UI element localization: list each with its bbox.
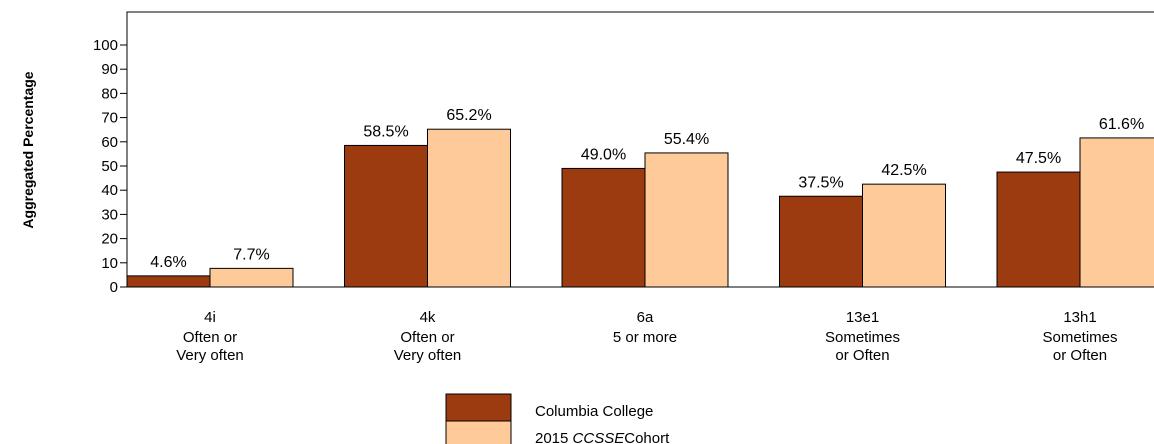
y-tick-label: 10 <box>101 255 118 272</box>
x-tick-label-4k: 4k <box>420 309 436 326</box>
legend-swatch-columbia-college <box>445 393 512 422</box>
y-tick-label: 0 <box>110 279 118 296</box>
x-tick-sublabel: Often or <box>400 329 454 346</box>
data-label: 58.5% <box>363 123 408 140</box>
y-tick-label: 100 <box>93 37 118 54</box>
y-tick-label: 30 <box>101 206 118 223</box>
bar-6a-series-1 <box>644 152 729 288</box>
x-tick-sublabel: 5 or more <box>613 329 677 346</box>
y-axis: 0 10 20 30 40 50 60 70 80 90 100 <box>93 37 127 296</box>
legend-swatch-ccsse-cohort <box>445 420 512 444</box>
legend-label-columbia-college: Columbia College <box>535 403 653 420</box>
x-tick-sublabel: or Often <box>1053 347 1107 364</box>
y-tick-label: 90 <box>101 61 118 78</box>
bar-4i-series-0 <box>126 275 211 288</box>
data-label: 49.0% <box>581 146 626 163</box>
data-label: 61.6% <box>1099 116 1144 133</box>
y-tick-label: 50 <box>101 158 118 175</box>
y-tick-label: 70 <box>101 110 118 127</box>
x-tick-sublabel: Very often <box>394 347 462 364</box>
x-tick-label-6a: 6a <box>637 309 654 326</box>
bar-4k-series-0 <box>344 144 428 288</box>
bar-13h1-series-1 <box>1079 137 1154 288</box>
value-labels: 4.6% 7.7% 58.5% 65.2% 49.0% 55.4% 37.5% 42.5% 47… <box>150 107 1144 271</box>
bar-4i-series-1 <box>209 267 294 288</box>
legend-label-ccsse-cohort: 2015 CCSSECohort <box>535 430 670 444</box>
y-tick-label: 40 <box>101 182 118 199</box>
x-tick-label-13h1: 13h1 <box>1063 309 1096 326</box>
data-label: 37.5% <box>798 174 843 191</box>
y-tick-label: 20 <box>101 231 118 248</box>
data-label: 65.2% <box>446 107 491 124</box>
x-tick-sublabel: or Often <box>835 347 889 364</box>
data-label: 7.7% <box>233 246 269 263</box>
x-tick-sublabel: Sometimes <box>825 329 900 346</box>
bar-13h1-series-0 <box>996 171 1081 288</box>
bars <box>126 128 1154 288</box>
x-tick-sublabel: Very often <box>176 347 244 364</box>
x-tick-label-13e1: 13e1 <box>846 309 879 326</box>
bar-13e1-series-0 <box>779 195 863 288</box>
x-tick-label-4i: 4i <box>204 309 216 326</box>
x-tick-sublabel: Often or <box>183 329 237 346</box>
y-axis-label: Aggregated Percentage <box>20 71 36 228</box>
data-label: 55.4% <box>664 131 709 148</box>
bar-6a-series-0 <box>561 167 646 288</box>
y-tick-label: 80 <box>101 85 118 102</box>
x-tick-sublabel: Sometimes <box>1042 329 1117 346</box>
y-tick-label: 60 <box>101 134 118 151</box>
data-label: 42.5% <box>881 162 926 179</box>
bar-4k-series-1 <box>427 128 511 288</box>
bar-13e1-series-1 <box>862 183 946 288</box>
data-label: 4.6% <box>150 254 186 271</box>
legend: Columbia College 2015 CCSSECohort <box>445 393 670 444</box>
data-label: 47.5% <box>1016 150 1061 167</box>
